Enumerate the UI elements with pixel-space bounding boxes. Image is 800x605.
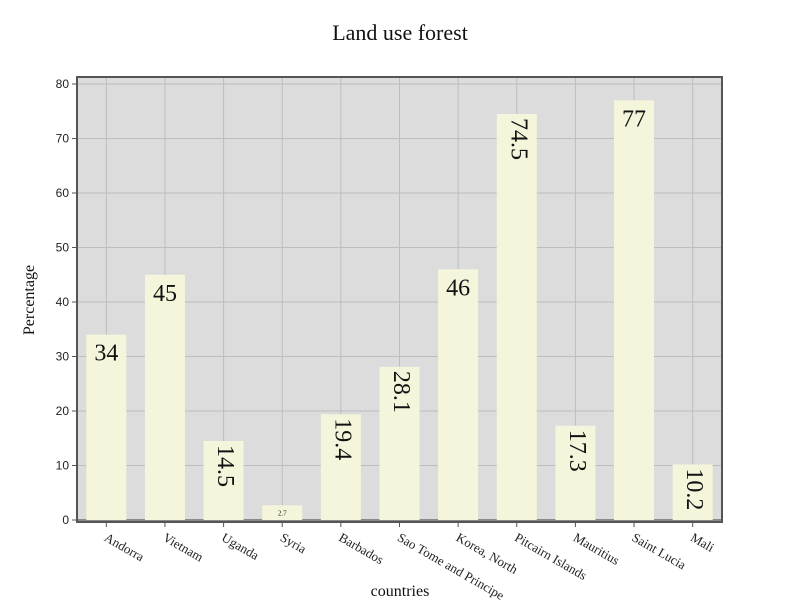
chart-title: Land use forest (332, 20, 468, 45)
bar-value-label: 17.3 (564, 430, 590, 472)
bar-value-label: 28.1 (388, 371, 414, 413)
x-tick-label: Mali (688, 530, 717, 555)
bar[interactable] (496, 113, 537, 520)
bar[interactable] (555, 425, 596, 520)
y-tick-label: 40 (56, 295, 70, 309)
bar-value-label: 34 (94, 341, 118, 367)
bar[interactable] (672, 464, 713, 520)
bar-value-label: 10.2 (681, 468, 707, 510)
y-tick-label: 50 (56, 241, 70, 255)
bar[interactable] (86, 334, 127, 520)
bar-value-label: 46 (446, 275, 470, 301)
y-tick-label: 20 (56, 404, 70, 418)
y-tick-label: 60 (56, 186, 70, 200)
x-axis-label: countries (371, 583, 430, 600)
y-tick-label: 10 (56, 459, 70, 473)
x-tick-label: Vietnam (160, 530, 206, 565)
x-tick-label: Syria (278, 530, 309, 557)
bar[interactable] (614, 100, 655, 520)
bar-value-label: 2.7 (278, 510, 287, 518)
y-tick-label: 30 (56, 350, 70, 364)
bar-value-label: 45 (153, 281, 177, 307)
bar-value-label: 19.4 (329, 418, 355, 460)
y-tick-label: 70 (56, 132, 70, 146)
bar-value-label: 14.5 (212, 445, 238, 487)
x-tick-label: Uganda (219, 530, 262, 563)
y-tick-label: 0 (62, 513, 69, 527)
x-tick-label: Saint Lucia (630, 530, 689, 573)
x-tick-label: Andorra (102, 530, 147, 565)
bar[interactable] (262, 505, 303, 520)
y-axis-label: Percentage (21, 265, 38, 335)
plot-area: 0 10 20 30 40 50 60 70 80 34 Andorra 45 Vietnam 14.5 U… (56, 76, 723, 603)
y-tick-label: 80 (56, 77, 70, 91)
bar-value-label: 74.5 (505, 118, 531, 160)
bar[interactable] (203, 440, 244, 520)
bar-value-label: 77 (622, 106, 646, 132)
bar[interactable] (144, 274, 185, 520)
bar[interactable] (438, 269, 479, 520)
x-tick-label: Mauritius (571, 530, 622, 568)
x-tick-label: Barbados (336, 530, 386, 568)
bar[interactable] (320, 414, 361, 520)
plot-frame (76, 76, 723, 523)
bar[interactable] (379, 366, 420, 520)
